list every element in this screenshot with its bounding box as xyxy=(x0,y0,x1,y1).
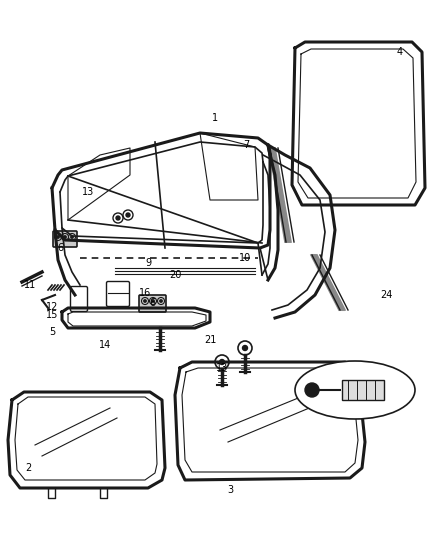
Text: 14: 14 xyxy=(99,340,111,350)
Text: 2: 2 xyxy=(25,463,31,473)
Circle shape xyxy=(71,236,73,238)
Text: 23: 23 xyxy=(354,390,366,400)
Text: 9: 9 xyxy=(145,258,151,268)
Circle shape xyxy=(116,216,120,220)
Text: 10: 10 xyxy=(239,253,251,263)
Ellipse shape xyxy=(295,361,415,419)
Text: 1: 1 xyxy=(212,113,218,123)
Circle shape xyxy=(57,236,59,238)
Circle shape xyxy=(152,300,154,302)
Circle shape xyxy=(64,236,66,238)
Text: 22: 22 xyxy=(324,383,336,393)
FancyBboxPatch shape xyxy=(139,295,166,312)
Text: 4: 4 xyxy=(397,47,403,57)
Text: 15: 15 xyxy=(46,310,58,320)
Text: 6: 6 xyxy=(57,243,63,253)
Circle shape xyxy=(144,300,146,302)
Text: 11: 11 xyxy=(24,280,36,290)
Text: 16: 16 xyxy=(139,288,151,298)
Text: 24: 24 xyxy=(380,290,392,300)
Text: 13: 13 xyxy=(216,363,228,373)
Text: 3: 3 xyxy=(227,485,233,495)
Text: 5: 5 xyxy=(49,327,55,337)
Circle shape xyxy=(126,213,130,217)
FancyBboxPatch shape xyxy=(342,380,384,400)
FancyBboxPatch shape xyxy=(53,231,77,247)
Text: 20: 20 xyxy=(169,270,181,280)
Text: 7: 7 xyxy=(243,140,249,150)
Circle shape xyxy=(219,359,225,365)
Circle shape xyxy=(243,345,247,351)
Circle shape xyxy=(305,383,319,397)
Text: 12: 12 xyxy=(46,302,58,312)
Text: 6: 6 xyxy=(149,298,155,308)
Text: 13: 13 xyxy=(82,187,94,197)
Text: 21: 21 xyxy=(204,335,216,345)
Circle shape xyxy=(160,300,162,302)
